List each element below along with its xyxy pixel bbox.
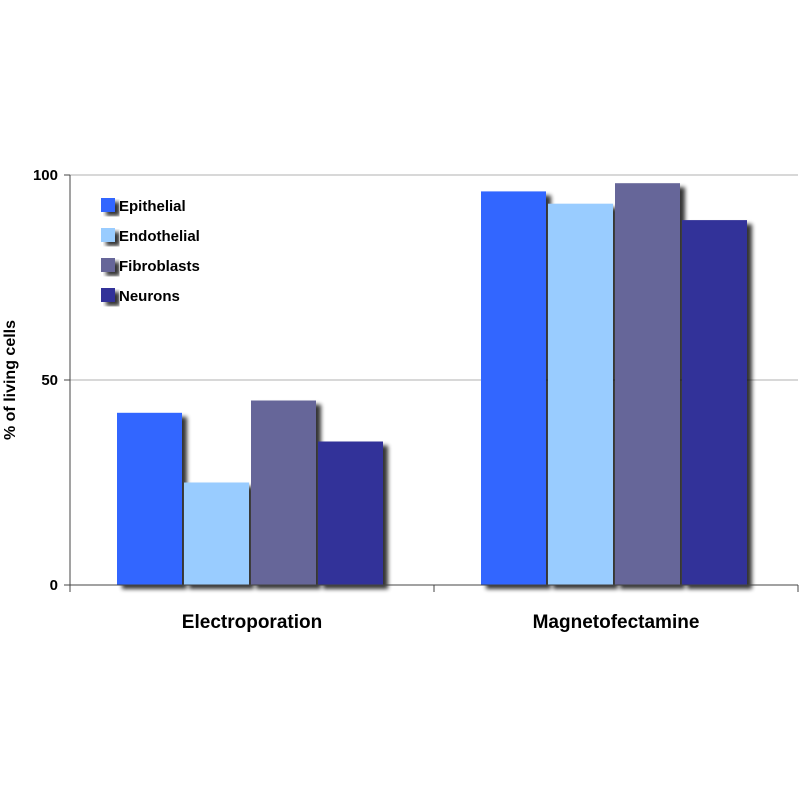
bar-epithelial-magnetofectamine [481, 191, 546, 585]
bar-neurons-magnetofectamine [682, 220, 747, 585]
legend-label: Neurons [119, 288, 180, 305]
y-axis-label: % of living cells [2, 320, 19, 440]
bar-endothelial-electroporation [184, 482, 249, 585]
y-tick-label: 100 [33, 167, 58, 184]
legend-swatch-fibroblasts [101, 258, 115, 272]
x-category-label: Electroporation [182, 612, 322, 633]
bar-neurons-electroporation [318, 441, 383, 585]
x-category-label: Magnetofectamine [533, 612, 700, 633]
y-tick-label: 50 [41, 372, 58, 389]
legend-swatch-endothelial [101, 228, 115, 242]
legend-swatch-epithelial [101, 198, 115, 212]
y-tick-label: 0 [50, 577, 58, 594]
bar-fibroblasts-electroporation [251, 400, 316, 585]
legend-swatch-neurons [101, 288, 115, 302]
legend-label: Epithelial [119, 198, 186, 215]
bar-endothelial-magnetofectamine [548, 203, 613, 585]
bar-epithelial-electroporation [117, 412, 182, 585]
legend-label: Fibroblasts [119, 258, 200, 275]
legend-label: Endothelial [119, 228, 200, 245]
bar-fibroblasts-magnetofectamine [615, 183, 680, 585]
